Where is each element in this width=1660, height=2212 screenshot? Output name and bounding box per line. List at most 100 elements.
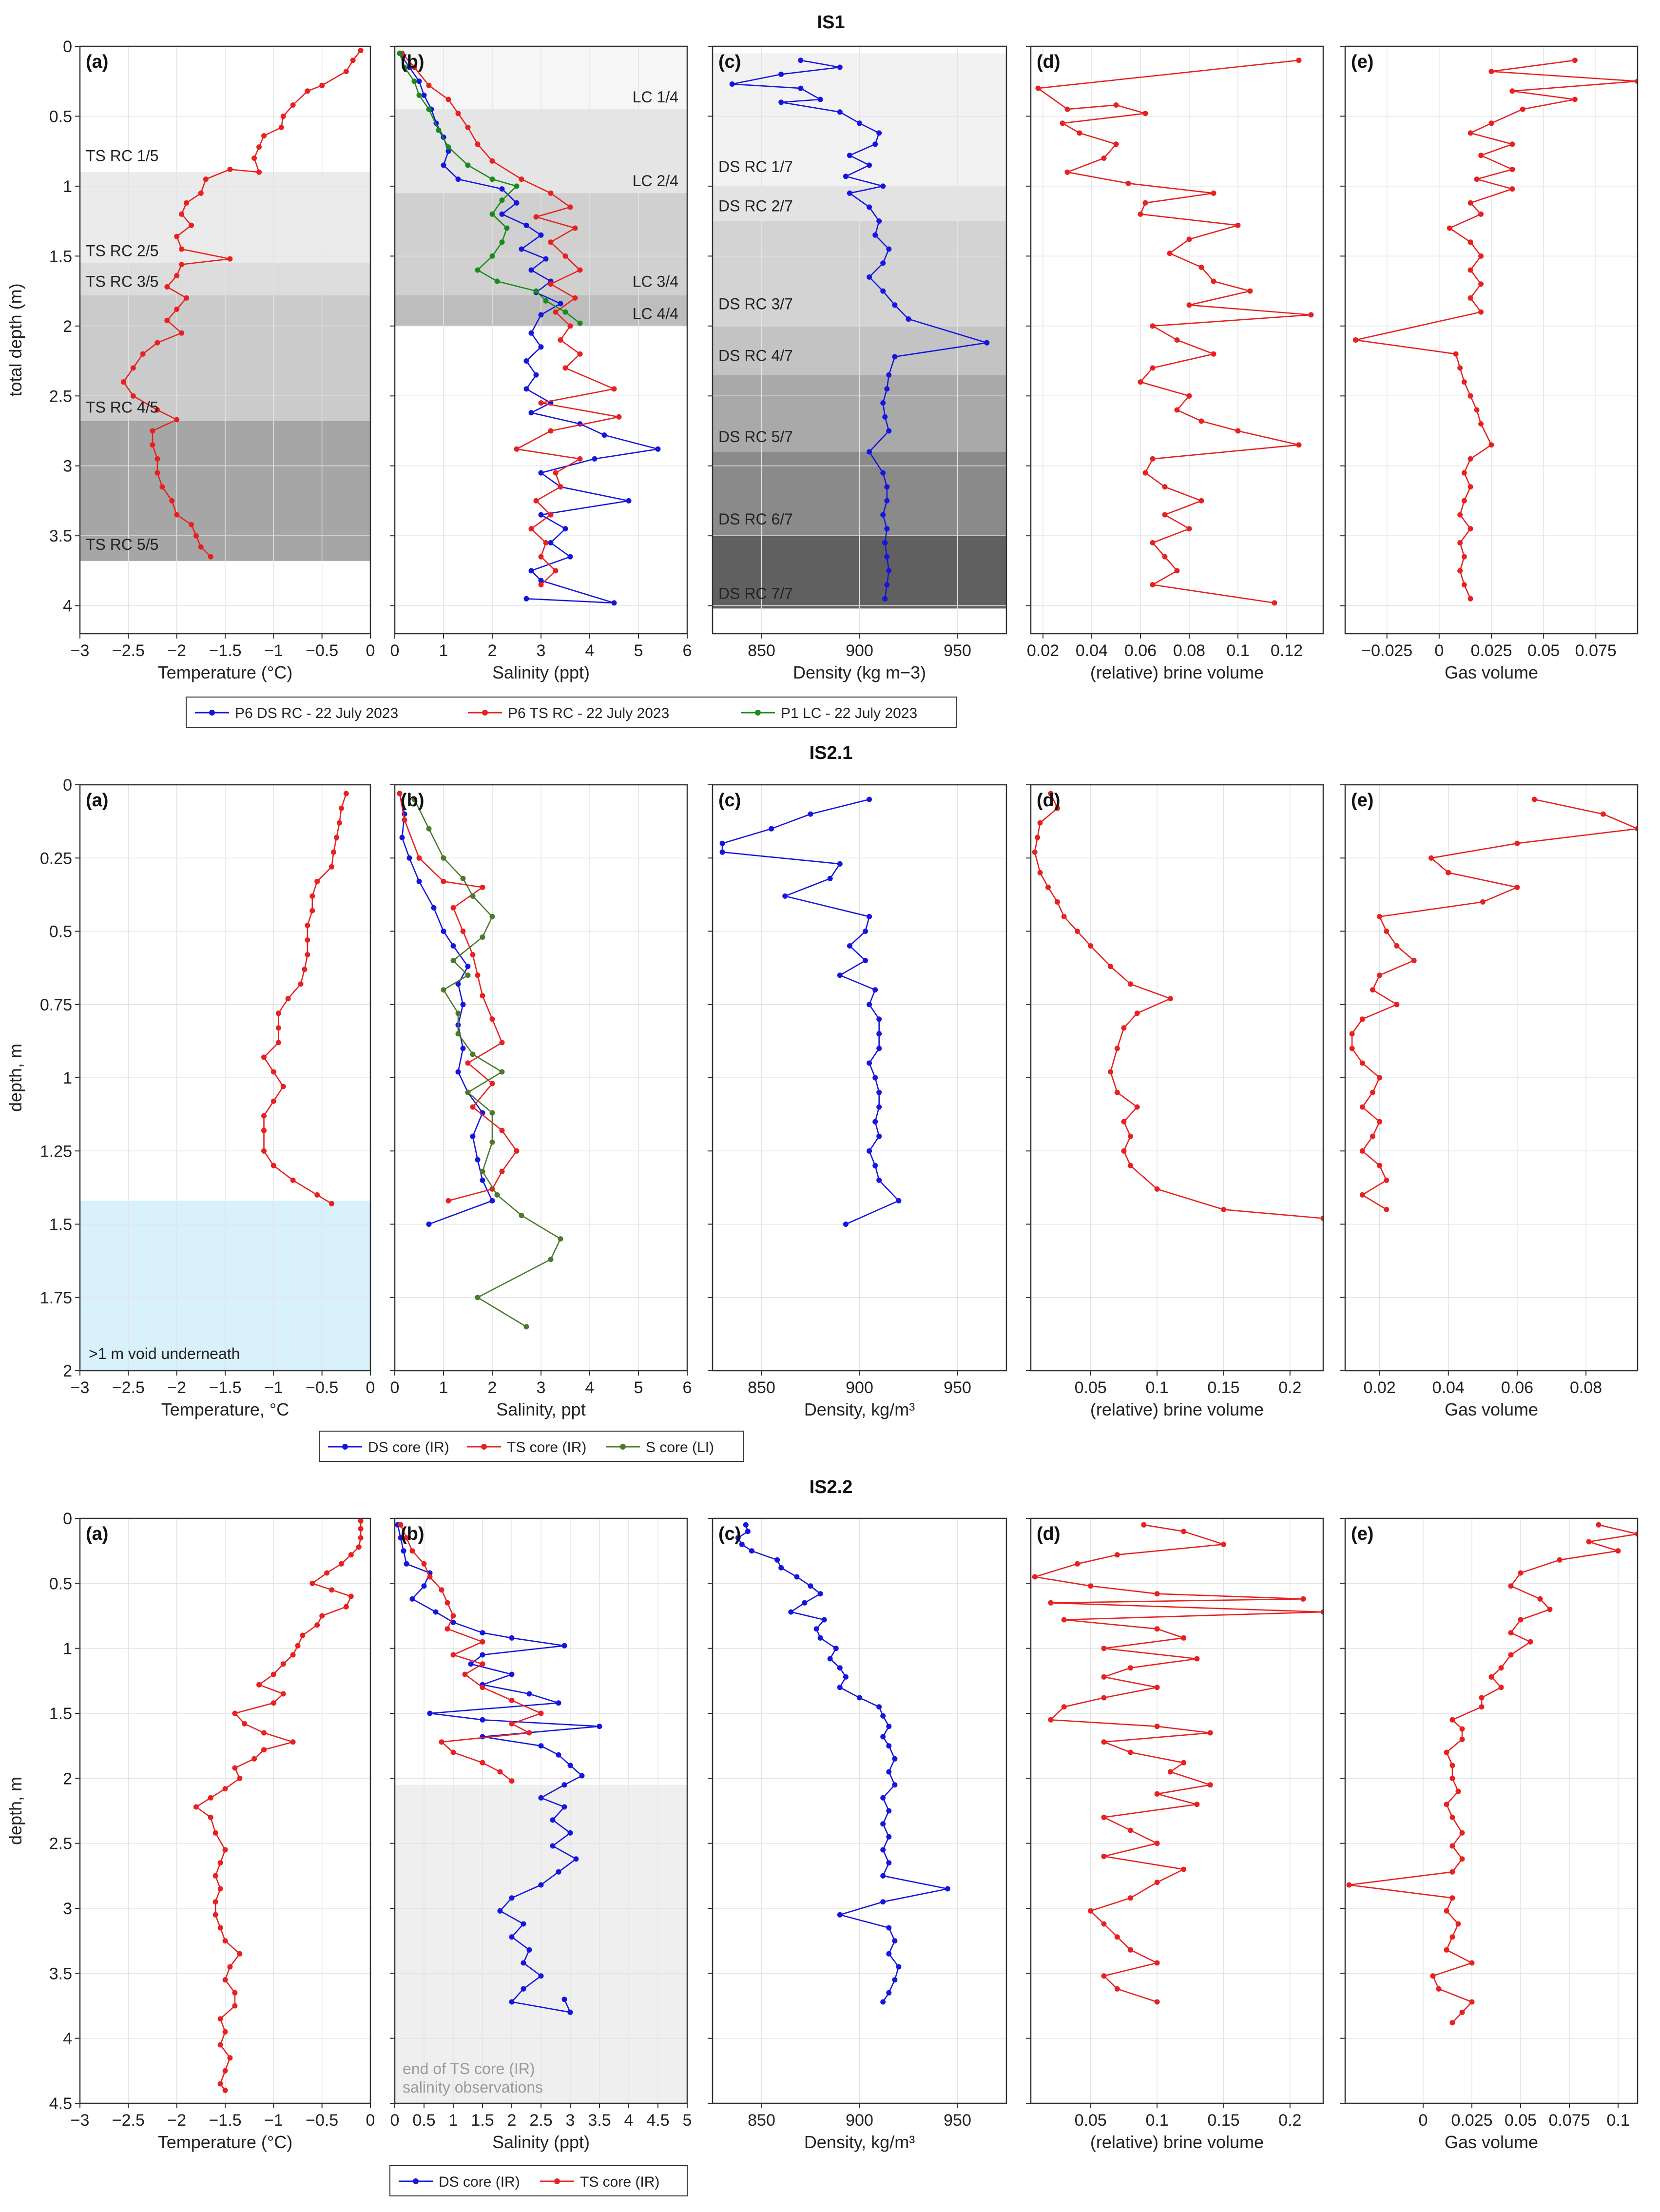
band-label: DS RC 2/7 <box>718 197 793 215</box>
data-point <box>426 1222 432 1227</box>
data-point <box>514 200 520 206</box>
y-tick-label: 2 <box>63 1362 72 1380</box>
data-point <box>778 1565 784 1571</box>
data-point <box>847 190 852 196</box>
data-point <box>1035 85 1041 91</box>
y-tick-label: 0.75 <box>40 996 72 1014</box>
data-point <box>876 218 882 224</box>
band-label: DS RC 4/7 <box>718 347 793 365</box>
x-tick-label: 0.02 <box>1363 1378 1395 1397</box>
series-line-ts <box>399 793 518 1202</box>
data-point <box>499 1168 505 1174</box>
data-point <box>886 1808 892 1814</box>
data-point <box>1061 1617 1067 1623</box>
x-tick-label: 1 <box>439 641 448 660</box>
data-point <box>397 791 403 796</box>
data-point <box>358 48 364 54</box>
panel-letter: (c) <box>718 1524 741 1544</box>
data-point <box>1377 914 1383 919</box>
data-point <box>521 1986 526 1992</box>
data-point <box>217 1886 223 1892</box>
data-point <box>1547 1607 1553 1612</box>
data-point <box>556 1869 561 1875</box>
data-point <box>538 1882 544 1888</box>
panel-d: 0.02 0.04 0.06 0.08 0.1 0.12 (relative) brine … <box>1026 45 1324 682</box>
data-point <box>441 929 446 934</box>
x-tick-label: −2 <box>167 2111 186 2130</box>
data-point <box>1446 870 1451 875</box>
data-point <box>1064 169 1070 175</box>
data-point <box>1447 225 1452 231</box>
data-point <box>309 893 315 899</box>
x-tick-label: 4 <box>585 641 595 660</box>
x-tick-label: 1.5 <box>471 2111 494 2130</box>
legend: DS core (IR) TS core (IR) S core (LI) <box>319 1431 744 1462</box>
panel-letter: (e) <box>1351 52 1373 72</box>
data-point <box>468 1661 474 1667</box>
data-point <box>880 400 886 406</box>
data-point <box>837 109 843 115</box>
data-point <box>1138 211 1143 217</box>
data-point <box>1370 1133 1375 1139</box>
x-axis-label: Temperature (°C) <box>158 662 292 682</box>
series-line-brine <box>1034 1524 1323 2003</box>
data-point <box>460 1002 466 1008</box>
y-tick-label: 2 <box>63 1769 72 1788</box>
data-point <box>1469 1960 1475 1966</box>
data-point <box>553 568 559 574</box>
x-tick-label: 0 <box>390 1378 400 1397</box>
legend-label: P6 TS RC - 22 July 2023 <box>508 705 669 721</box>
data-point <box>548 540 554 545</box>
data-point <box>880 288 886 294</box>
y-tick-label: 0.5 <box>49 1574 72 1593</box>
x-tick-label: 0.05 <box>1527 641 1560 660</box>
panel-plot-area <box>713 46 1006 634</box>
data-point <box>275 1025 281 1031</box>
data-point <box>867 449 872 455</box>
panel-e: 0.02 0.04 0.06 0.08 Gas volume (e) <box>1340 784 1639 1419</box>
data-point <box>270 1069 276 1075</box>
data-point <box>562 526 568 532</box>
y-tick-label: 0.25 <box>40 849 72 868</box>
x-tick-label: 0.08 <box>1570 1378 1602 1397</box>
data-point <box>1509 88 1515 94</box>
data-point <box>280 1661 286 1667</box>
data-point <box>837 1665 843 1671</box>
band-label: DS RC 5/7 <box>718 428 793 446</box>
data-point <box>1469 1999 1475 2005</box>
x-tick-label: −0.025 <box>1361 641 1412 660</box>
data-point <box>1518 1617 1524 1623</box>
data-point <box>514 183 520 189</box>
data-point <box>561 1804 567 1810</box>
panel-letter: (c) <box>718 790 741 811</box>
data-point <box>1194 1656 1200 1662</box>
data-point <box>1514 884 1520 890</box>
panel-letter: (e) <box>1351 790 1373 811</box>
legend-marker <box>481 1444 487 1450</box>
data-point <box>1461 379 1467 385</box>
panel-plot-area <box>395 46 687 634</box>
data-point <box>309 908 315 913</box>
data-point <box>1436 1986 1442 1992</box>
data-point <box>406 64 412 70</box>
data-point <box>769 826 774 832</box>
data-point <box>1114 1089 1120 1095</box>
data-point <box>562 365 568 371</box>
data-point <box>561 1782 567 1788</box>
data-point <box>331 849 336 855</box>
data-point <box>1359 1148 1365 1154</box>
panel-plot-area <box>713 1518 1006 2103</box>
data-point <box>465 1060 471 1066</box>
data-point <box>174 417 180 423</box>
data-point <box>1128 1665 1133 1671</box>
data-point <box>1449 1895 1455 1901</box>
section-2: IS2.2 −3 −2.5 −2 −1.5 −1 −0.5 0 Temperature (°C)… <box>5 1477 1639 2196</box>
data-point <box>343 791 349 796</box>
data-point <box>533 372 539 378</box>
x-tick-label: 4.5 <box>646 2111 669 2130</box>
data-point <box>480 1734 485 1740</box>
data-point <box>538 1795 544 1801</box>
data-point <box>743 1522 749 1528</box>
data-point <box>729 81 735 87</box>
panel-b: LC 1/4 LC 2/4 LC 3/4 LC 4/4 0 1 2 3 4 5 6 Salinity … <box>390 45 692 682</box>
